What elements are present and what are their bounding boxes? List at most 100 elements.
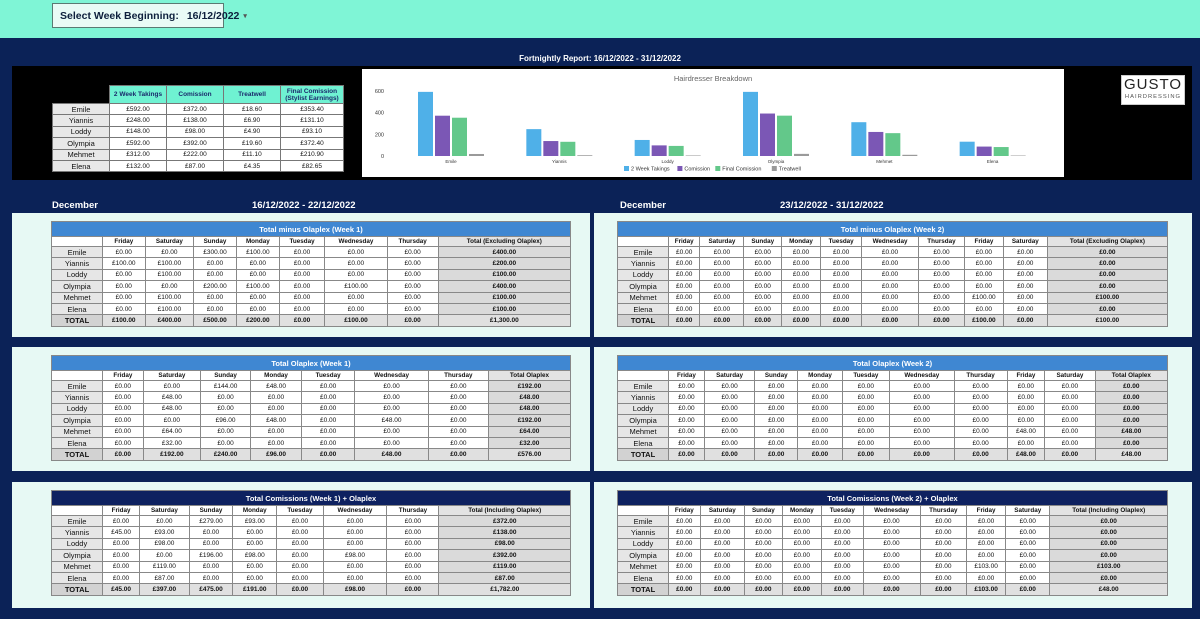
- summary-table: 2 Week Takings Comission Treatwell Final…: [52, 85, 344, 173]
- summary-cell: £312.00: [109, 148, 167, 161]
- table-cell: £0.00: [861, 268, 919, 282]
- table-cell: £0.00: [324, 245, 388, 259]
- table-cell: £0.00: [188, 560, 234, 573]
- total-cell: £1,300.00: [437, 314, 572, 327]
- table-cell: £0.00: [101, 560, 141, 573]
- legend-swatch: [715, 166, 721, 171]
- table-cell: £0.00: [861, 302, 919, 316]
- column-header: Saturday: [1002, 236, 1048, 247]
- table-cell: £0.00: [1006, 402, 1046, 416]
- table-cell: £0.00: [744, 560, 783, 573]
- table-cell: £0.00: [235, 302, 280, 316]
- row-total-cell: £0.00: [1094, 402, 1169, 416]
- summary-cell: £11.10: [223, 148, 281, 161]
- table-cell: £0.00: [821, 571, 864, 585]
- total-cell: £0.00: [888, 448, 955, 461]
- table-cell: £0.00: [101, 571, 141, 585]
- bar-final-comission: [777, 115, 792, 156]
- table-row: Loddy £0.00 £100.00 £0.00 £0.00 £0.00 £0.00 £0.…: [51, 268, 572, 282]
- row-total-cell: £48.00: [487, 402, 572, 416]
- column-header: Saturday: [1005, 505, 1051, 516]
- table-cell: £0.00: [1002, 302, 1048, 316]
- column-header: Thursday: [386, 505, 440, 516]
- table-cell: £0.00: [699, 537, 746, 551]
- table-cell: £0.00: [193, 268, 237, 282]
- summary-cell: £87.00: [166, 159, 224, 173]
- column-header: Saturday: [139, 505, 190, 516]
- table-cell: £0.00: [966, 514, 1007, 528]
- table-cell: £0.00: [953, 436, 1008, 450]
- total-cell: £1,782.00: [438, 583, 571, 596]
- table-cell: £0.00: [278, 245, 326, 259]
- table-cell: £0.00: [188, 571, 234, 585]
- total-cell: £48.00: [1049, 583, 1168, 596]
- table-cell: £100.00: [964, 291, 1004, 304]
- table-cell: £0.00: [102, 379, 144, 393]
- total-cell: £100.00: [102, 314, 146, 327]
- row-total-cell: £400.00: [437, 245, 572, 259]
- table-cell: £0.00: [797, 402, 843, 416]
- table-cell: £0.00: [841, 391, 890, 404]
- table-cell: £100.00: [324, 280, 388, 293]
- table-cell: £0.00: [862, 560, 921, 573]
- report-sheet: Fortnightly Report: 16/12/2022 - 31/12/2…: [0, 38, 1200, 619]
- total-cell: £0.00: [699, 583, 746, 596]
- header-corner: [51, 370, 103, 381]
- table-cell: £0.00: [1005, 549, 1051, 562]
- total-cell: £192.00: [142, 448, 201, 461]
- summary-header-row: 2 Week Takings Comission Treatwell Final…: [52, 85, 344, 104]
- table-cell: £0.00: [102, 425, 144, 438]
- table-cell: £0.00: [300, 414, 356, 427]
- panel-week1-olaplex: Total Olaplex (Week 1) Friday Saturday Sund…: [12, 347, 590, 471]
- table-row: Olympia £0.00 £0.00 £0.00 £0.00 £0.00 £0.00 £0.…: [617, 549, 1168, 562]
- table-cell: £0.00: [199, 391, 252, 404]
- chevron-down-icon[interactable]: ▾: [243, 12, 247, 20]
- week1-range: 16/12/2022 - 22/12/2022: [252, 200, 356, 211]
- table-cell: £0.00: [354, 379, 429, 393]
- total-cell: £0.00: [919, 583, 968, 596]
- stylist-name: Mehmet: [617, 560, 669, 573]
- total-cell: £0.00: [780, 314, 822, 327]
- table-cell: £93.00: [139, 526, 190, 539]
- header-corner: [617, 505, 669, 516]
- table-cell: £0.00: [667, 268, 701, 282]
- total-cell: £100.00: [324, 314, 388, 327]
- total-cell: £0.00: [386, 583, 440, 596]
- table-cell: £0.00: [781, 537, 823, 551]
- week1-month: December: [52, 200, 98, 211]
- table-row: Emile £0.00 £0.00 £0.00 £0.00 £0.00 £0.00 £0.00…: [617, 245, 1169, 259]
- row-total-cell: £48.00: [1094, 425, 1169, 438]
- table-cell: £0.00: [193, 257, 237, 270]
- legend-label: Comission: [684, 167, 710, 173]
- table-cell: £0.00: [862, 549, 921, 562]
- table-cell: £0.00: [668, 560, 701, 573]
- column-header: Friday: [667, 236, 701, 247]
- stylist-name: Yiannis: [51, 257, 103, 270]
- table-title: Total minus Olaplex (Week 2): [617, 221, 1168, 237]
- stylist-name: Loddy: [51, 537, 103, 551]
- table-cell: £0.00: [699, 302, 745, 316]
- table-cell: £0.00: [668, 391, 705, 404]
- bar-comission: [435, 115, 450, 156]
- table-cell: £0.00: [1006, 379, 1046, 393]
- x-tick-label: Loddy: [662, 159, 675, 164]
- table-row: Elena £0.00 £87.00 £0.00 £0.00 £0.00 £0.00 £0.0…: [51, 571, 571, 585]
- legend-swatch: [624, 166, 629, 171]
- table-cell: £0.00: [780, 280, 822, 293]
- summary-cell: £131.10: [280, 114, 344, 127]
- table-cell: £0.00: [1005, 526, 1051, 539]
- table-cell: £0.00: [324, 302, 388, 316]
- table-cell: £0.00: [703, 425, 756, 438]
- summary-panel: 2 Week Takings Comission Treatwell Final…: [12, 66, 1192, 180]
- table-cell: £0.00: [250, 402, 302, 416]
- table-cell: £0.00: [1005, 537, 1051, 551]
- column-header: Tuesday: [841, 370, 890, 381]
- table-cell: £0.00: [820, 268, 863, 282]
- week-select-dropdown[interactable]: Select Week Beginning: 16/12/2022 ▾: [52, 3, 247, 28]
- table-header-row: Friday Saturday Sunday Monday Tuesday Wednesd…: [617, 236, 1169, 247]
- table-cell: £0.00: [964, 280, 1004, 293]
- summary-cell: £353.40: [280, 102, 344, 116]
- column-header: Wednesday: [354, 370, 429, 381]
- table-cell: £0.00: [820, 245, 863, 259]
- total-cell: £0.00: [1044, 448, 1096, 461]
